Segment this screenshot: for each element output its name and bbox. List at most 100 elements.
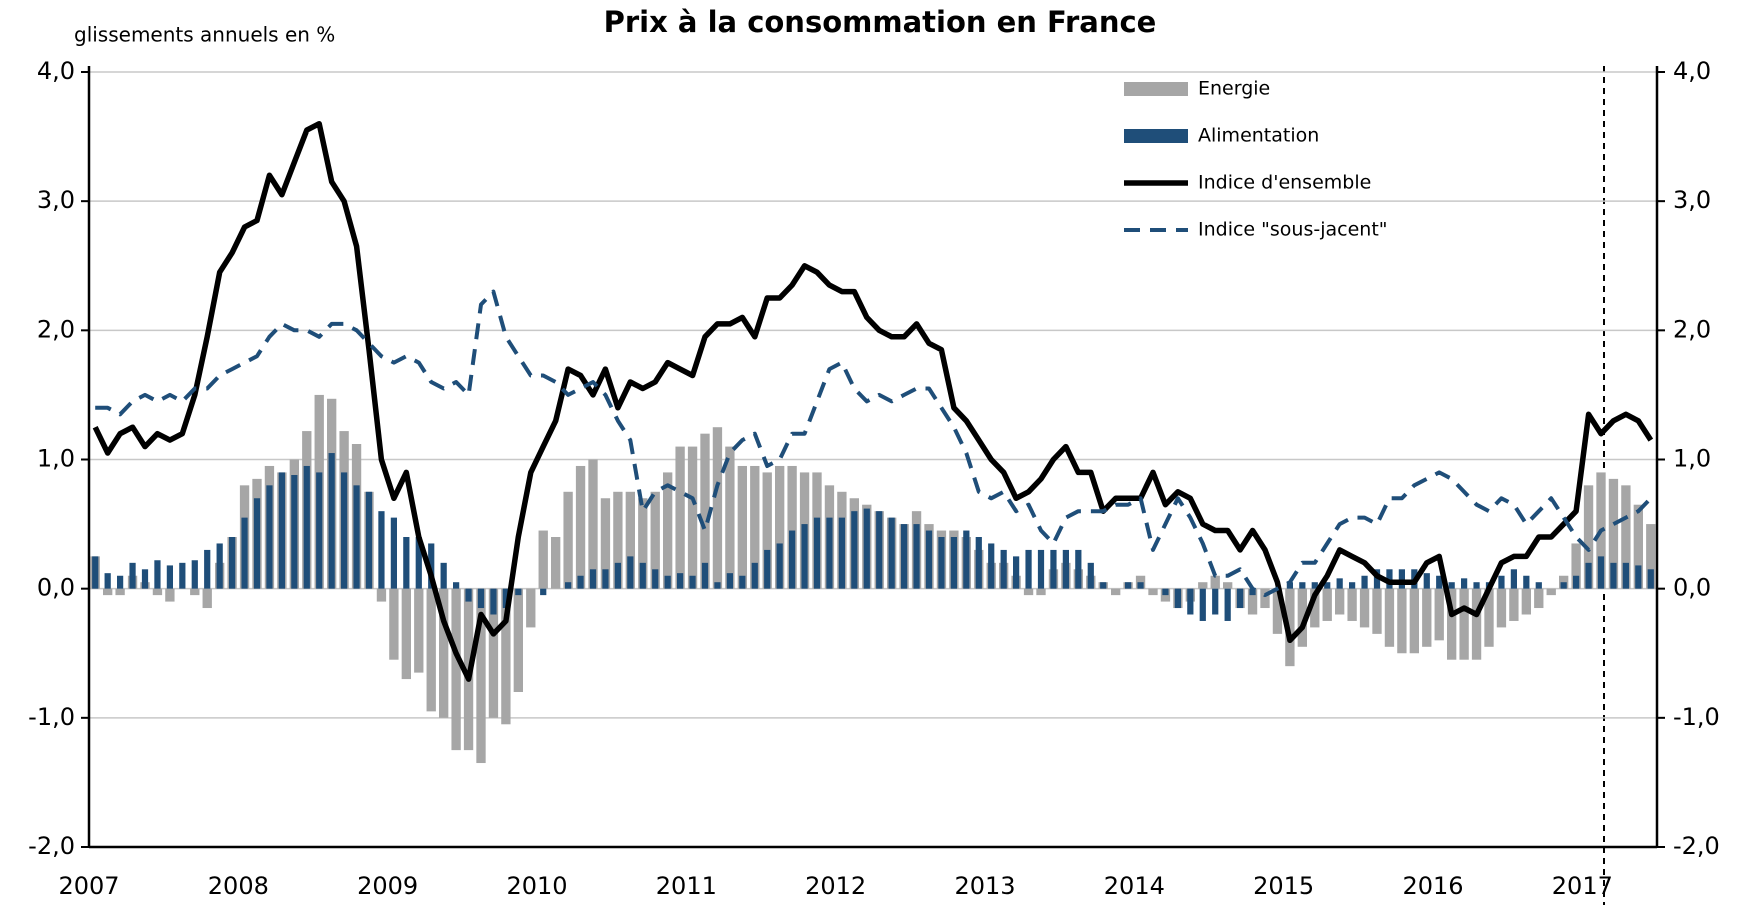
bar: [1583, 485, 1594, 589]
bar: [1386, 569, 1393, 589]
bar: [1436, 575, 1443, 589]
bar: [1025, 549, 1032, 589]
bar: [1496, 588, 1507, 628]
bar: [415, 537, 422, 589]
bar: [1347, 588, 1357, 621]
bar: [165, 588, 175, 602]
y2-tick-label: 1,0: [1673, 445, 1711, 473]
bar: [838, 517, 845, 589]
bar: [726, 573, 733, 589]
bar: [1484, 588, 1494, 647]
bar: [1212, 588, 1219, 615]
bar: [963, 530, 970, 589]
bar: [1199, 588, 1206, 621]
bar: [1286, 582, 1293, 589]
legend-label: Indice d'ensemble: [1198, 172, 1371, 194]
bar: [1000, 549, 1007, 589]
legend-label: Energie: [1198, 78, 1270, 100]
bar: [1125, 582, 1132, 589]
bar: [650, 491, 660, 589]
bar: [1409, 588, 1419, 654]
bar: [538, 530, 548, 589]
bar: [1075, 549, 1082, 589]
x-tick-label: 2013: [954, 872, 1015, 900]
bar: [1521, 588, 1531, 615]
y-tick-label: 1,0: [37, 445, 75, 473]
bar: [1349, 582, 1356, 589]
bar: [266, 485, 273, 589]
bar: [365, 491, 373, 589]
bar: [764, 549, 771, 589]
bar: [575, 465, 586, 589]
bar: [1633, 504, 1643, 589]
bar: [428, 543, 435, 589]
bar: [1299, 582, 1306, 589]
bar: [588, 459, 598, 589]
bar: [639, 562, 646, 589]
bar: [762, 472, 772, 589]
bar: [600, 498, 611, 589]
bar: [202, 588, 212, 609]
bar: [1359, 588, 1370, 628]
bar: [1510, 569, 1517, 589]
bar: [353, 485, 360, 589]
bar: [563, 491, 573, 589]
bar: [389, 588, 399, 660]
bar: [975, 537, 982, 589]
bar: [775, 465, 785, 589]
bar: [627, 556, 634, 589]
bar: [1137, 582, 1144, 589]
bar: [241, 517, 248, 589]
y2-tick-label: 0,0: [1673, 574, 1711, 602]
x-tick-label: 2010: [506, 872, 567, 900]
bar: [414, 588, 424, 673]
y-tick-label: 3,0: [37, 186, 75, 214]
bar: [1311, 582, 1318, 589]
bar: [1310, 588, 1320, 628]
bar: [1560, 582, 1567, 589]
bar: [1448, 582, 1455, 589]
bar: [739, 575, 746, 589]
bar: [190, 588, 200, 596]
bar: [851, 511, 858, 589]
bar: [1249, 588, 1256, 596]
bar: [204, 549, 211, 589]
bar: [689, 575, 696, 589]
bar: [1210, 575, 1220, 589]
bar: [1621, 485, 1631, 589]
y-tick-label: 2,0: [37, 315, 75, 343]
y2-tick-label: -1,0: [1673, 703, 1720, 731]
bar: [1372, 588, 1382, 634]
bar: [1397, 588, 1407, 654]
bar: [1013, 556, 1020, 589]
x-tick-label: 2012: [805, 872, 866, 900]
x-tick-label: 2014: [1104, 872, 1165, 900]
bar: [589, 569, 597, 589]
bar: [1336, 578, 1343, 589]
bar: [216, 543, 223, 589]
legend-swatch: [1124, 129, 1188, 143]
bar: [925, 530, 933, 589]
bar: [378, 511, 385, 589]
bar: [1459, 588, 1469, 660]
y2-tick-label: -2,0: [1673, 832, 1720, 860]
bar: [278, 472, 285, 589]
bar: [1585, 562, 1592, 589]
x-tick-label: 2011: [656, 872, 717, 900]
bar: [988, 543, 995, 589]
bar: [551, 537, 561, 589]
bar: [154, 560, 161, 589]
x-tick-label: 2016: [1402, 872, 1463, 900]
bar: [1573, 575, 1580, 589]
bar: [1461, 578, 1468, 589]
bar: [1111, 588, 1121, 596]
bar: [1224, 588, 1231, 621]
bar: [1646, 524, 1656, 589]
bar: [652, 569, 659, 589]
bar: [440, 562, 447, 589]
bar: [401, 588, 411, 680]
bar: [712, 427, 723, 589]
bar: [565, 582, 572, 589]
bar: [465, 588, 472, 602]
bar: [1473, 582, 1480, 589]
